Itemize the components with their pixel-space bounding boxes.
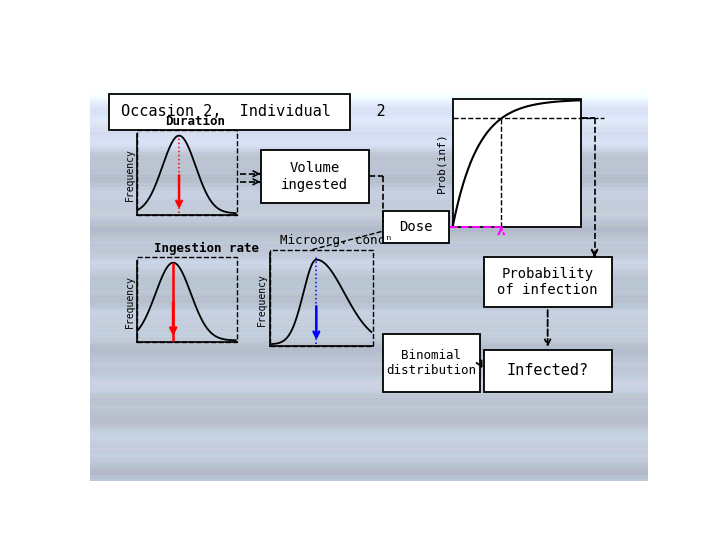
Bar — [261, 150, 369, 204]
Text: Infected?: Infected? — [507, 363, 589, 379]
Bar — [453, 99, 580, 226]
Text: Volume
ingested: Volume ingested — [282, 161, 348, 192]
Bar — [137, 130, 238, 215]
Bar — [484, 350, 611, 392]
Text: Frequency: Frequency — [257, 273, 267, 326]
Text: Occasion 2,  Individual     2: Occasion 2, Individual 2 — [121, 104, 386, 119]
Bar — [383, 211, 449, 244]
Bar — [109, 94, 350, 130]
Text: Prob(inf): Prob(inf) — [437, 133, 447, 193]
Text: Frequency: Frequency — [125, 275, 135, 328]
Bar — [383, 334, 480, 392]
Text: Frequency: Frequency — [125, 148, 135, 201]
Bar — [270, 249, 373, 346]
Text: Ingestion rate: Ingestion rate — [153, 242, 258, 255]
Text: Duration: Duration — [165, 115, 225, 128]
Text: Microorg. concⁿ: Microorg. concⁿ — [280, 234, 392, 247]
Bar — [137, 257, 238, 342]
Text: Binomial
distribution: Binomial distribution — [387, 349, 477, 377]
Text: Probability
of infection: Probability of infection — [498, 267, 598, 298]
Text: Dose: Dose — [399, 220, 433, 234]
Bar — [484, 257, 611, 307]
